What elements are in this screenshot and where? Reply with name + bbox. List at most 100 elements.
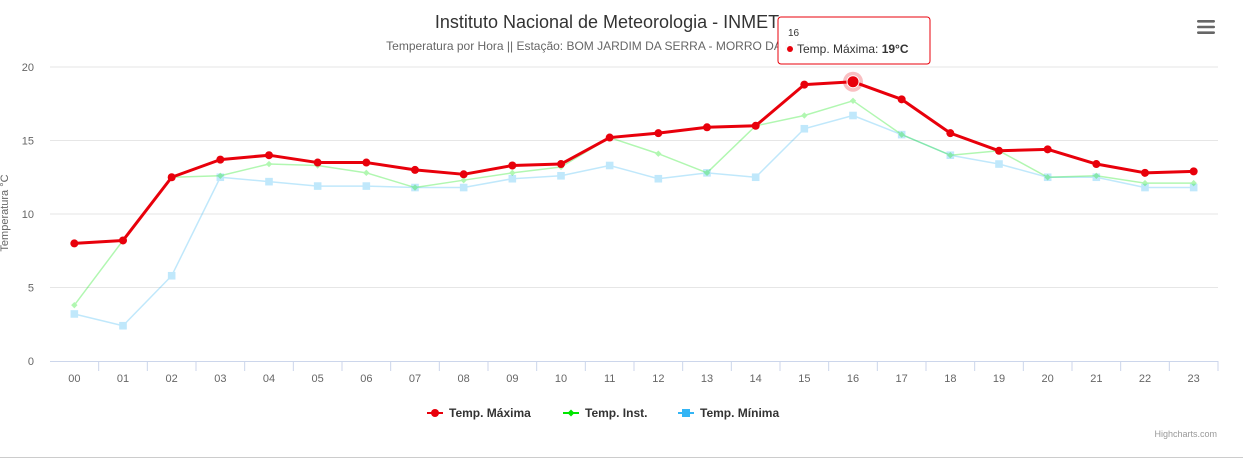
x-tick-label: 09 bbox=[506, 373, 518, 385]
point-temp-maxima[interactable] bbox=[411, 165, 419, 174]
point-temp-minima[interactable] bbox=[411, 183, 419, 192]
active-point[interactable] bbox=[846, 75, 860, 89]
point-temp-maxima[interactable] bbox=[800, 80, 809, 89]
hamburger-menu-icon[interactable] bbox=[1196, 19, 1216, 35]
point-temp-inst[interactable] bbox=[1044, 174, 1051, 181]
y-tick-label: 15 bbox=[22, 136, 34, 148]
point-temp-minima[interactable] bbox=[70, 310, 79, 318]
point-temp-minima[interactable] bbox=[800, 124, 809, 133]
point-temp-inst[interactable] bbox=[898, 131, 905, 138]
x-tick-label: 19 bbox=[993, 373, 1005, 385]
point-temp-maxima[interactable] bbox=[897, 95, 906, 104]
point-temp-inst[interactable] bbox=[217, 172, 224, 179]
point-temp-minima[interactable] bbox=[216, 173, 225, 182]
point-temp-maxima[interactable] bbox=[362, 158, 371, 167]
point-temp-minima[interactable] bbox=[703, 169, 711, 177]
x-tick-label: 14 bbox=[750, 373, 762, 385]
point-temp-minima[interactable] bbox=[557, 171, 565, 180]
tooltip: 16 Temp. Máxima: 19°C bbox=[777, 16, 931, 65]
point-temp-minima[interactable] bbox=[1141, 183, 1149, 192]
point-temp-inst[interactable] bbox=[947, 152, 954, 159]
x-tick-label: 01 bbox=[117, 373, 129, 385]
point-temp-maxima[interactable] bbox=[1141, 168, 1149, 177]
point-temp-maxima[interactable] bbox=[167, 173, 176, 182]
tooltip-separator: : bbox=[875, 42, 882, 56]
point-temp-maxima[interactable] bbox=[119, 236, 127, 245]
point-temp-maxima[interactable] bbox=[508, 161, 517, 170]
point-temp-maxima[interactable] bbox=[216, 155, 225, 164]
point-temp-minima[interactable] bbox=[849, 111, 857, 120]
point-temp-inst[interactable] bbox=[509, 169, 516, 177]
legend-item-temp-minima[interactable]: Temp. Mínima bbox=[678, 406, 779, 420]
series-line-temp-minima bbox=[73, 114, 1195, 327]
point-temp-minima[interactable] bbox=[897, 130, 906, 139]
x-tick-label: 21 bbox=[1090, 373, 1102, 385]
point-temp-minima[interactable] bbox=[459, 183, 468, 192]
credits-link[interactable]: Highcharts.com bbox=[1154, 429, 1217, 439]
point-temp-inst[interactable] bbox=[71, 301, 78, 309]
series-temp-maxima bbox=[70, 77, 1198, 248]
point-temp-minima[interactable] bbox=[167, 271, 176, 280]
point-temp-maxima[interactable] bbox=[654, 129, 663, 138]
legend-item-temp-inst[interactable]: Temp. Inst. bbox=[563, 406, 647, 420]
point-temp-minima[interactable] bbox=[1043, 173, 1052, 182]
point-temp-inst[interactable] bbox=[1093, 172, 1100, 179]
point-temp-maxima[interactable] bbox=[703, 123, 711, 132]
point-temp-inst[interactable] bbox=[801, 112, 808, 119]
legend-marker bbox=[682, 409, 690, 417]
point-temp-inst[interactable] bbox=[363, 169, 370, 177]
point-temp-minima[interactable] bbox=[508, 174, 517, 183]
y-tick-label: 5 bbox=[28, 283, 34, 295]
legend: Temp. Máxima Temp. Inst. Temp. Mínima bbox=[427, 406, 779, 420]
point-temp-minima[interactable] bbox=[1189, 183, 1198, 192]
point-temp-maxima[interactable] bbox=[459, 170, 468, 179]
point-temp-inst[interactable] bbox=[265, 160, 273, 168]
tooltip-header: 16 bbox=[788, 28, 800, 39]
point-temp-minima[interactable] bbox=[1092, 173, 1101, 182]
legend-marker bbox=[567, 409, 575, 417]
point-temp-maxima[interactable] bbox=[1189, 167, 1198, 176]
point-temp-minima[interactable] bbox=[313, 182, 322, 190]
x-tick-label: 00 bbox=[68, 373, 80, 385]
bottom-divider bbox=[0, 457, 1243, 458]
point-temp-inst[interactable] bbox=[849, 97, 857, 105]
legend-item-temp-maxima[interactable]: Temp. Máxima bbox=[427, 406, 531, 420]
point-temp-maxima[interactable] bbox=[605, 133, 614, 142]
point-temp-inst[interactable] bbox=[703, 169, 711, 177]
y-tick-label: 10 bbox=[22, 209, 34, 221]
point-temp-inst[interactable] bbox=[1190, 179, 1197, 187]
point-temp-maxima[interactable] bbox=[70, 239, 79, 248]
point-temp-minima[interactable] bbox=[995, 160, 1003, 168]
point-temp-inst[interactable] bbox=[655, 150, 662, 157]
y-tick-label: 20 bbox=[22, 62, 34, 74]
legend-label: Temp. Mínima bbox=[700, 406, 779, 420]
point-temp-minima[interactable] bbox=[362, 182, 371, 190]
x-tick-label: 11 bbox=[604, 373, 615, 385]
x-tick-label: 06 bbox=[360, 373, 372, 385]
point-temp-minima[interactable] bbox=[654, 174, 663, 183]
point-temp-inst[interactable] bbox=[460, 176, 467, 184]
point-temp-maxima[interactable] bbox=[751, 121, 760, 130]
point-temp-minima[interactable] bbox=[265, 177, 273, 186]
point-temp-maxima[interactable] bbox=[995, 146, 1003, 155]
x-tick-label: 15 bbox=[798, 373, 810, 385]
x-tick-label: 04 bbox=[263, 373, 275, 385]
point-temp-inst[interactable] bbox=[411, 184, 419, 191]
point-temp-minima[interactable] bbox=[605, 161, 614, 170]
series-layer bbox=[70, 71, 1198, 330]
point-temp-maxima[interactable] bbox=[1043, 145, 1052, 154]
point-temp-maxima[interactable] bbox=[1092, 160, 1101, 169]
x-tick-label: 17 bbox=[896, 373, 908, 385]
point-temp-maxima[interactable] bbox=[946, 129, 955, 138]
point-temp-maxima[interactable] bbox=[557, 160, 565, 169]
x-tick-label: 12 bbox=[652, 373, 664, 385]
point-temp-maxima[interactable] bbox=[265, 151, 273, 160]
point-temp-minima[interactable] bbox=[946, 151, 955, 159]
point-temp-inst[interactable] bbox=[1141, 179, 1149, 187]
legend-label: Temp. Inst. bbox=[585, 406, 647, 420]
series-temp-inst bbox=[71, 97, 1197, 309]
legend-label: Temp. Máxima bbox=[449, 406, 531, 420]
point-temp-minima[interactable] bbox=[119, 321, 127, 330]
point-temp-minima[interactable] bbox=[751, 173, 760, 182]
point-temp-maxima[interactable] bbox=[313, 158, 322, 167]
